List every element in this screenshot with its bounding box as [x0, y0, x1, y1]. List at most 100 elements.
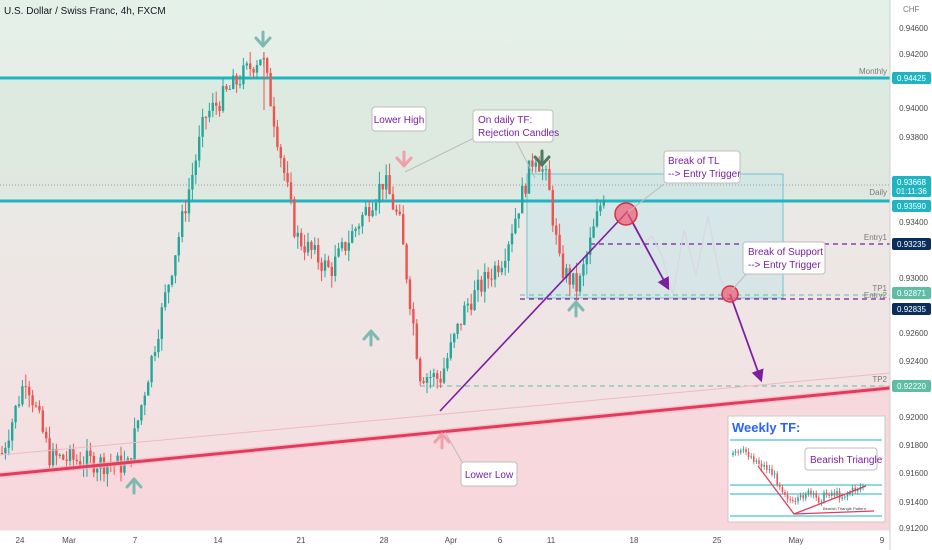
time-tick-label: 28 [380, 536, 389, 545]
tl-break-arrow [627, 213, 670, 291]
candle-body [4, 447, 7, 454]
symbol-title: U.S. Dollar / Swiss Franc, 4h, FXCM [4, 6, 166, 17]
candle-body [449, 342, 452, 359]
candle-body [320, 262, 323, 271]
candle-body [500, 267, 503, 273]
price-tick-label: 0.91800 [899, 441, 928, 450]
candle-body [361, 214, 364, 227]
inset-candle-body [768, 468, 771, 470]
daily-tf-text-2: Rejection Candles [478, 128, 559, 139]
price-axis[interactable] [890, 0, 932, 550]
candle-body [561, 253, 565, 278]
price-tick-label: 0.92000 [899, 413, 928, 422]
current-price-tag [892, 176, 931, 197]
candle-body [150, 355, 153, 383]
candle-body [378, 183, 381, 203]
candle-body [249, 63, 252, 69]
candle-body [279, 146, 282, 159]
weekly-inset[interactable]: Weekly TF: Bearish Triangle Bearish Tria… [727, 415, 886, 523]
support-break-marker[interactable] [721, 285, 739, 303]
price-tag-monthly [892, 72, 931, 84]
candle-body [422, 381, 425, 383]
time-tick-label: 18 [630, 536, 639, 545]
inset-candle-body [812, 493, 815, 495]
daily-callout-pointer [404, 137, 475, 173]
inset-candle-body [836, 491, 838, 496]
candle-body [21, 386, 24, 405]
candle-body [381, 183, 384, 190]
candle-body [242, 65, 245, 85]
candle-body [85, 450, 89, 466]
candle-body [317, 245, 320, 263]
callout-break-support[interactable]: Break of Support --> Entry Trigger [742, 241, 826, 275]
candle-body [337, 248, 340, 257]
arrow-down-icon [395, 150, 413, 168]
candle-body [524, 185, 527, 194]
support-trendline[interactable] [0, 386, 891, 477]
price-tick-label: 0.93000 [899, 274, 928, 283]
candle-body [364, 207, 367, 215]
candle-body [555, 225, 558, 235]
callout-lower-low[interactable]: Lower Low [460, 461, 518, 487]
inset-candle-body [760, 463, 763, 467]
inset-candle-body [779, 484, 781, 487]
candle-body [58, 454, 61, 456]
candle-body [89, 450, 92, 457]
price-tick-label: 0.93400 [899, 218, 928, 227]
arrow-up-icon [567, 300, 585, 318]
candle-body [368, 207, 371, 217]
price-tick-label: 0.94600 [899, 24, 928, 33]
candle-body [347, 242, 350, 251]
price-tag-entry1 [892, 238, 931, 250]
candle-body [235, 75, 238, 85]
candle-body [459, 323, 463, 325]
price-tag-text: 0.92835 [897, 305, 926, 314]
price-tag-text: 0.93590 [897, 202, 926, 211]
inset-candle-body [838, 491, 841, 499]
swing-arrows [125, 30, 585, 495]
rising-trendline[interactable] [439, 210, 629, 412]
candle-body [470, 303, 473, 310]
candle-body [398, 211, 401, 215]
inset-candle-body [857, 489, 859, 492]
callout-break-tl[interactable]: Break of TL --> Entry Trigger [663, 150, 741, 184]
candle-body [558, 234, 561, 254]
time-tick-label: 25 [713, 536, 722, 545]
candle-body [565, 268, 568, 278]
candle-body [259, 59, 262, 66]
level-label-entry1: Entry1 [864, 233, 888, 242]
tl-callout-pointer [627, 183, 665, 213]
price-axis-ticks: 0.94600 0.94200 0.94000 0.93800 0.93400 0.930… [899, 24, 928, 533]
candle-body [266, 58, 269, 73]
arrow-up-icon [362, 329, 380, 347]
time-tick-label: 7 [133, 536, 138, 545]
arrow-down-icon [533, 149, 551, 167]
callout-daily-tf[interactable]: On daily TF: Rejection Candles [472, 109, 559, 143]
candle-body [96, 468, 99, 473]
candle-body [286, 173, 289, 183]
price-tick-label: 0.92600 [899, 329, 928, 338]
callout-lower-high[interactable]: Lower High [371, 106, 427, 132]
candle-body [527, 160, 531, 194]
inset-candle-body [786, 494, 789, 500]
arrow-up-icon [433, 432, 451, 450]
candle-body [38, 405, 41, 411]
inset-candle-body [747, 452, 750, 457]
candle-body [48, 438, 51, 466]
time-tick-label: 6 [498, 536, 503, 545]
time-axis[interactable] [0, 530, 890, 550]
candle-body [544, 169, 548, 171]
candle-body [344, 242, 347, 251]
candle-body [490, 278, 493, 280]
candle-body [289, 182, 293, 200]
inset-candle-body [846, 493, 849, 497]
candle-body [493, 265, 497, 280]
inset-candle-body [792, 500, 794, 502]
inset-candle-body [740, 450, 742, 453]
candle-body [456, 323, 459, 334]
tl-break-marker[interactable] [614, 202, 638, 226]
candle-body [252, 68, 255, 73]
time-tick-label: 11 [547, 536, 556, 545]
price-tick-label: 0.94000 [899, 104, 928, 113]
